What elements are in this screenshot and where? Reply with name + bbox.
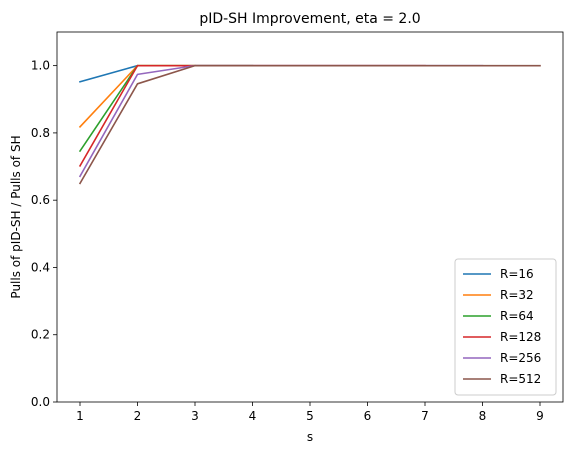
x-tick-label: 1 <box>76 409 84 423</box>
y-tick-label: 0.8 <box>31 126 50 140</box>
x-tick-label: 8 <box>479 409 487 423</box>
y-tick-label: 0.2 <box>31 328 50 342</box>
y-tick-label: 0.6 <box>31 193 50 207</box>
chart-title: pID-SH Improvement, eta = 2.0 <box>199 11 420 27</box>
y-tick-label: 1.0 <box>31 59 50 73</box>
x-tick-label: 2 <box>134 409 142 423</box>
legend: R=16 R=32 R=64 R=128 R=256 R=512 <box>454 258 557 396</box>
series-layer <box>78 64 541 185</box>
x-axis-label: s <box>307 430 313 444</box>
x-tick-label: 9 <box>536 409 544 423</box>
legend-label: R=128 <box>500 330 541 344</box>
x-tick-label: 7 <box>421 409 429 423</box>
series-line-r-16 <box>79 64 139 83</box>
y-tick-label: 0.0 <box>31 395 50 409</box>
x-tick-label: 6 <box>364 409 372 423</box>
y-axis-label: Pulls of pID-SH / Pulls of SH <box>9 135 23 298</box>
legend-label: R=32 <box>500 288 534 302</box>
y-tick-label: 0.4 <box>31 260 50 274</box>
legend-label: R=64 <box>500 309 534 323</box>
y-axis: 0.0 0.2 0.4 0.6 0.8 1.0 <box>31 59 57 409</box>
x-tick-label: 5 <box>306 409 314 423</box>
series-line-r-512 <box>78 64 541 185</box>
legend-label: R=16 <box>500 267 534 281</box>
x-tick-label: 4 <box>249 409 257 423</box>
legend-label: R=256 <box>500 351 541 365</box>
x-tick-label: 3 <box>191 409 199 423</box>
legend-box <box>454 258 557 396</box>
x-axis: 1 2 3 4 5 6 7 8 9 <box>76 402 544 423</box>
legend-label: R=512 <box>500 372 541 386</box>
